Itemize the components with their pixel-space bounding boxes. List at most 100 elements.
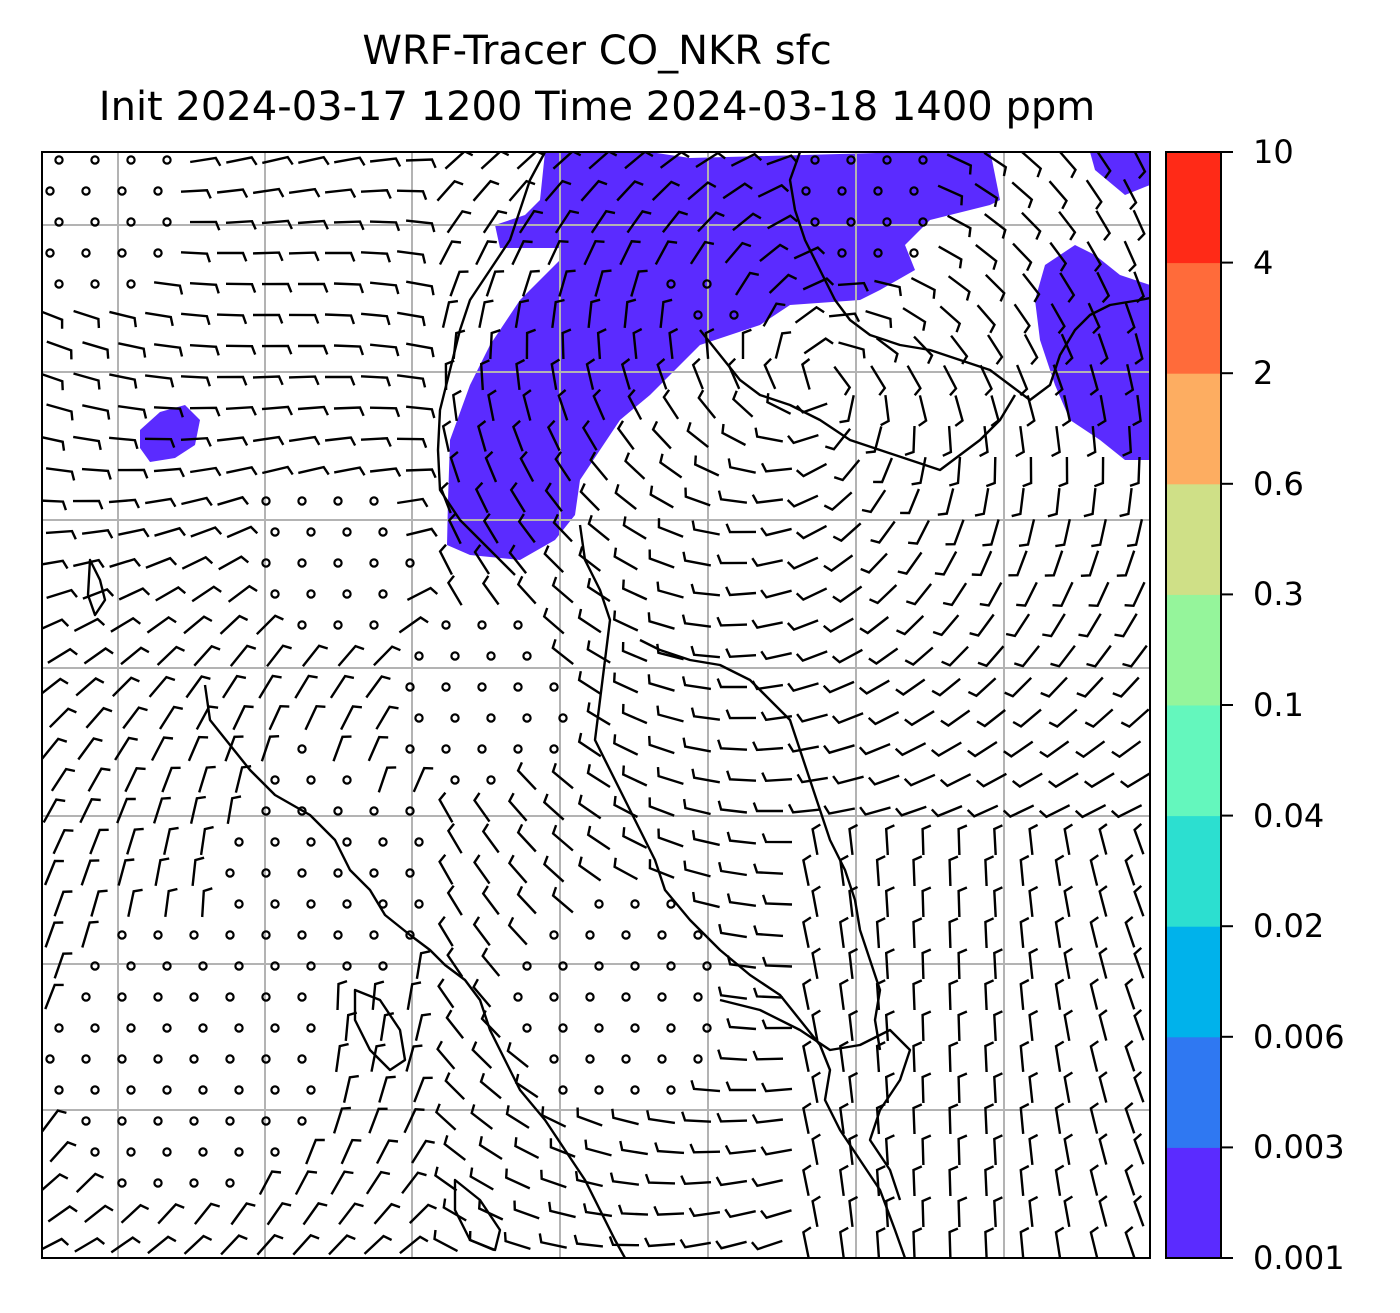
calm-wind-marker	[261, 496, 271, 506]
wind-barb	[969, 613, 995, 637]
calm-wind-marker	[621, 992, 631, 1002]
wind-barb	[191, 585, 222, 603]
wind-barb	[967, 677, 997, 698]
wind-barb	[942, 425, 953, 457]
wind-barb	[193, 1202, 221, 1225]
wind-barb	[405, 1044, 423, 1072]
wind-barb	[122, 706, 148, 730]
wind-barb	[691, 357, 704, 390]
wind-barb	[940, 709, 971, 727]
wind-barb	[611, 1108, 639, 1126]
wind-barb	[584, 1139, 612, 1157]
wind-barb	[46, 403, 74, 421]
wind-barb	[824, 428, 852, 451]
calm-wind-marker	[630, 961, 640, 971]
wind-barb	[594, 269, 612, 297]
wind-barb	[757, 183, 790, 198]
wind-barb	[551, 576, 574, 604]
tracer-plume-layer	[140, 152, 1150, 560]
calm-wind-marker	[594, 1085, 604, 1095]
wind-barb	[875, 1041, 886, 1073]
calm-wind-marker	[126, 961, 136, 971]
wind-barb	[647, 612, 675, 630]
wind-barb	[433, 1229, 459, 1253]
colorbar-tick-label: 0.003	[1253, 1128, 1345, 1167]
calm-wind-marker	[333, 930, 343, 940]
wind-barb	[337, 644, 365, 667]
wind-barb	[332, 1106, 351, 1134]
wind-barb	[1124, 1039, 1136, 1072]
wind-barb	[474, 481, 489, 514]
wind-barb	[578, 856, 602, 882]
wind-barb	[89, 828, 109, 855]
wind-barb	[869, 584, 898, 605]
wind-barb	[838, 341, 866, 359]
wind-barb	[839, 1226, 849, 1258]
wind-barb	[860, 552, 888, 574]
calm-wind-marker	[666, 961, 676, 971]
wind-barb	[803, 337, 834, 355]
wind-barb	[266, 1201, 292, 1226]
wind-barb	[910, 277, 936, 299]
wind-barb	[802, 916, 812, 948]
wind-barb	[155, 586, 187, 602]
calm-wind-marker	[405, 558, 415, 568]
calm-wind-marker	[702, 961, 712, 971]
wind-barb	[373, 1202, 401, 1225]
wind-barb	[861, 489, 887, 514]
calm-wind-marker	[261, 930, 271, 940]
wind-barb	[554, 451, 572, 482]
wind-barb	[1078, 613, 1102, 638]
wind-barb	[1098, 823, 1108, 855]
wind-barb	[692, 891, 720, 909]
wind-barb	[684, 487, 711, 507]
wind-barb	[690, 645, 721, 659]
wind-barb	[260, 735, 280, 762]
wind-barb	[90, 889, 108, 917]
wind-barb	[507, 854, 528, 884]
wind-barb	[682, 551, 712, 567]
wind-barb	[621, 641, 648, 663]
wind-barb	[937, 184, 964, 206]
wind-barb	[912, 1041, 923, 1073]
wind-barb	[787, 743, 820, 753]
calm-wind-marker	[54, 1085, 64, 1095]
wind-barb	[298, 344, 329, 355]
wind-barb	[42, 436, 66, 451]
calm-wind-marker	[297, 744, 307, 754]
calm-wind-marker	[450, 775, 460, 785]
wind-barb	[859, 806, 891, 816]
calm-wind-marker	[162, 217, 172, 227]
wind-barb	[586, 825, 611, 851]
wind-barb	[511, 240, 533, 266]
calm-wind-marker	[513, 992, 523, 1002]
wind-barb	[258, 1170, 282, 1196]
wind-barb	[370, 1043, 386, 1072]
calm-wind-marker	[342, 961, 352, 971]
wind-barb	[1003, 740, 1034, 758]
wind-barb	[766, 393, 792, 415]
wind-barb	[252, 187, 285, 198]
wind-barb	[768, 273, 798, 294]
wind-barb	[907, 519, 930, 545]
wind-barb	[795, 524, 828, 540]
wind-barb	[150, 736, 174, 762]
wind-barb	[550, 358, 561, 391]
wind-barb	[1044, 550, 1064, 577]
calm-wind-marker	[225, 930, 235, 940]
wind-barb	[586, 702, 611, 726]
wind-barb	[689, 240, 715, 265]
colorbar-tick-label: 4	[1253, 243, 1274, 282]
calm-wind-marker	[441, 744, 451, 754]
colorbar-tick-label: 0.04	[1253, 796, 1325, 835]
wind-barb	[656, 705, 684, 723]
wind-barb	[993, 1196, 1003, 1228]
calm-wind-marker	[81, 248, 91, 258]
wind-barb	[653, 1205, 685, 1216]
wind-barb	[982, 519, 1000, 547]
wind-barb	[795, 462, 828, 478]
wind-barb	[831, 712, 864, 725]
wind-barb	[73, 372, 101, 390]
calm-wind-marker	[270, 1085, 280, 1095]
wind-barb	[903, 773, 936, 787]
